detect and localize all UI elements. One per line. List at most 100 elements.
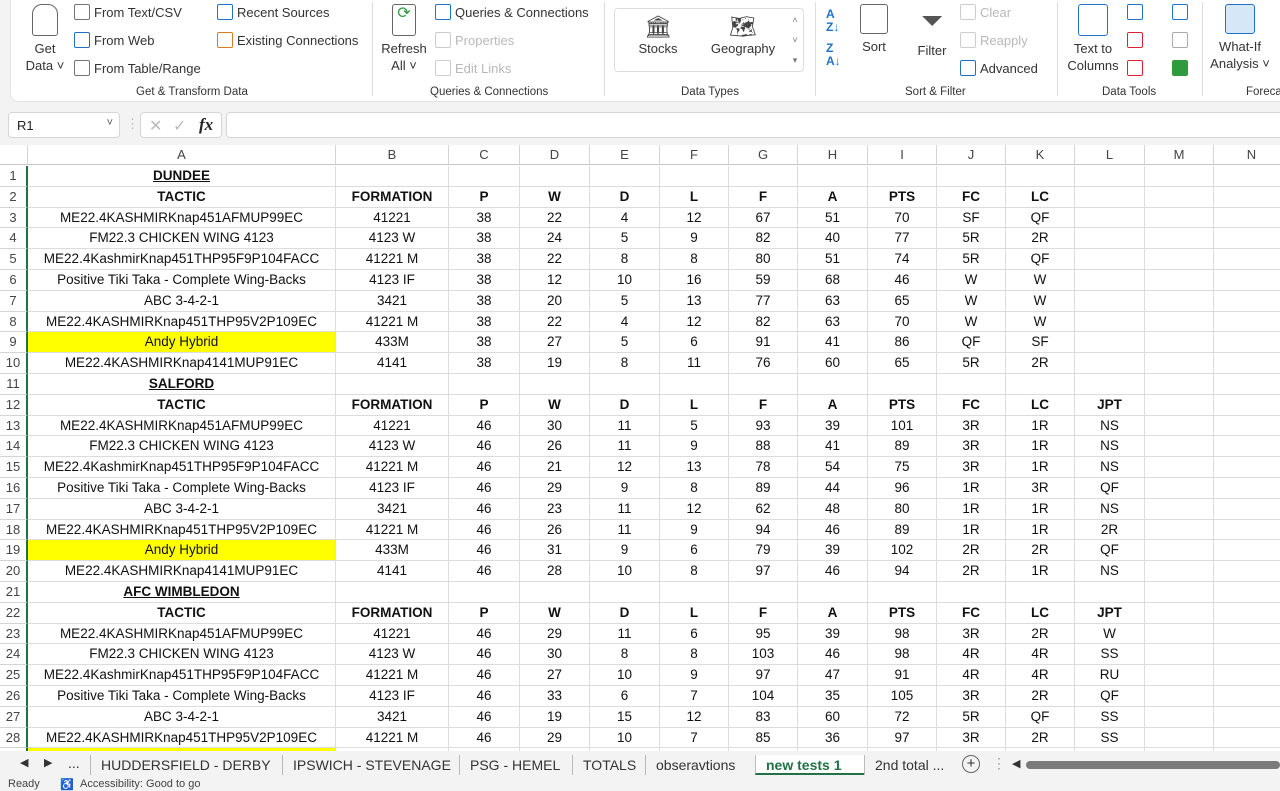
table-cell[interactable]: QF [1006,249,1075,270]
table-cell[interactable] [449,374,520,395]
table-cell[interactable]: 80 [868,498,937,520]
table-cell[interactable]: 36 [798,727,868,749]
tactic-cell[interactable]: ME22.4KashmirKnap451THP95F9P104FACC [28,665,336,686]
table-cell[interactable] [1145,498,1214,520]
table-cell[interactable] [660,374,729,395]
table-cell[interactable] [336,748,449,751]
table-cell[interactable]: 9 [660,436,729,458]
gallery-scroll[interactable]: ˄ ˅ ▾ [792,15,798,65]
table-cell[interactable]: 27 [520,665,590,686]
table-cell[interactable]: 77 [729,290,798,312]
table-cell[interactable]: 76 [729,353,798,374]
table-cell[interactable] [868,582,937,603]
table-cell[interactable]: 11 [590,498,660,520]
table-cell[interactable]: 1R [937,498,1006,520]
table-cell[interactable]: 7 [660,727,729,749]
table-cell[interactable] [1075,353,1145,374]
table-cell[interactable] [449,582,520,603]
row-header[interactable]: 5 [0,249,28,270]
table-cell[interactable]: 12 [660,311,729,333]
table-cell[interactable] [520,582,590,603]
table-cell[interactable]: 38 [449,332,520,354]
table-cell[interactable]: 2R [937,561,1006,582]
table-cell[interactable]: 21 [520,457,590,478]
properties-button[interactable]: Properties [435,32,514,48]
table-cell[interactable]: 8 [660,478,729,499]
table-header-cell[interactable]: F [729,394,798,416]
table-cell[interactable]: 46 [449,561,520,582]
row-header[interactable]: 1 [0,166,28,187]
table-cell[interactable]: QF [1075,686,1145,707]
table-cell[interactable]: 1R [1006,498,1075,520]
table-cell[interactable]: 80 [729,249,798,270]
table-cell[interactable] [1145,415,1214,437]
table-cell[interactable]: 5R [937,706,1006,728]
table-header-cell[interactable]: A [798,602,868,624]
table-cell[interactable]: SF [937,207,1006,229]
table-cell[interactable] [1145,166,1214,187]
queries-connections-button[interactable]: Queries & Connections [435,4,589,20]
table-cell[interactable]: RU [1075,665,1145,686]
column-header-f[interactable]: F [660,145,729,165]
table-cell[interactable] [868,166,937,187]
table-cell[interactable]: QF [1006,207,1075,229]
table-cell[interactable]: 46 [449,727,520,749]
tactic-cell[interactable]: FM22.3 CHICKEN WING 4123 [28,644,336,666]
table-cell[interactable] [1214,166,1280,187]
table-cell[interactable] [1145,602,1214,624]
table-cell[interactable]: 97 [729,561,798,582]
table-cell[interactable]: NS [1075,498,1145,520]
row-header[interactable]: 20 [0,561,28,582]
table-cell[interactable]: 105 [868,686,937,707]
table-header-cell[interactable]: TACTIC [28,602,336,624]
table-header-cell[interactable]: P [449,186,520,208]
table-cell[interactable]: 2R [1006,727,1075,749]
tactic-cell[interactable]: ABC 3-4-2-1 [28,290,336,312]
tactic-cell[interactable]: Positive Tiki Taka - Complete Wing-Backs [28,270,336,291]
tactic-cell[interactable]: ME22.4KASHMIRKnap4141MUP91EC [28,561,336,582]
table-cell[interactable] [798,166,868,187]
table-cell[interactable]: 38 [449,249,520,270]
table-cell[interactable] [937,582,1006,603]
table-cell[interactable]: 59 [729,270,798,291]
table-cell[interactable]: 5 [590,290,660,312]
tactic-cell[interactable]: ME22.4KASHMIRKnap451AFMUP99EC [28,415,336,437]
table-cell[interactable]: 6 [660,540,729,562]
table-cell[interactable]: 98 [868,623,937,645]
row-header[interactable]: 14 [0,436,28,458]
table-cell[interactable] [1214,561,1280,582]
table-header-cell[interactable]: PTS [868,602,937,624]
table-cell[interactable]: QF [937,332,1006,354]
table-cell[interactable]: 41221 M [336,457,449,478]
table-cell[interactable]: 77 [868,228,937,250]
table-cell[interactable] [1145,290,1214,312]
table-header-cell[interactable]: P [449,394,520,416]
table-cell[interactable]: 4123 W [336,228,449,250]
table-cell[interactable]: 12 [590,457,660,478]
table-cell[interactable]: 1R [937,519,1006,541]
table-cell[interactable] [1145,228,1214,250]
recent-sources-button[interactable]: Recent Sources [217,4,330,20]
table-cell[interactable]: 46 [449,478,520,499]
table-cell[interactable]: 2R [1006,623,1075,645]
table-cell[interactable]: 23 [520,498,590,520]
table-cell[interactable]: 7 [660,686,729,707]
table-cell[interactable]: 62 [729,498,798,520]
table-header-cell[interactable]: F [729,602,798,624]
sort-a-z-icon[interactable]: A Z↓ [826,7,840,34]
row-header[interactable]: 29 [0,748,28,751]
remove-duplicates-icon[interactable] [1127,32,1143,48]
table-cell[interactable] [1075,290,1145,312]
table-cell[interactable]: 51 [798,249,868,270]
table-cell[interactable]: 10 [590,665,660,686]
table-header-cell[interactable]: FORMATION [336,602,449,624]
table-cell[interactable] [1145,457,1214,478]
table-cell[interactable] [1145,727,1214,749]
tactic-cell[interactable]: ME22.4KASHMIRKnap451AFMUP99EC [28,623,336,645]
table-cell[interactable]: 75 [868,457,937,478]
row-header[interactable]: 28 [0,727,28,749]
table-cell[interactable]: 13 [660,457,729,478]
table-cell[interactable]: 95 [729,623,798,645]
table-cell[interactable] [1145,644,1214,666]
table-cell[interactable]: 46 [868,270,937,291]
